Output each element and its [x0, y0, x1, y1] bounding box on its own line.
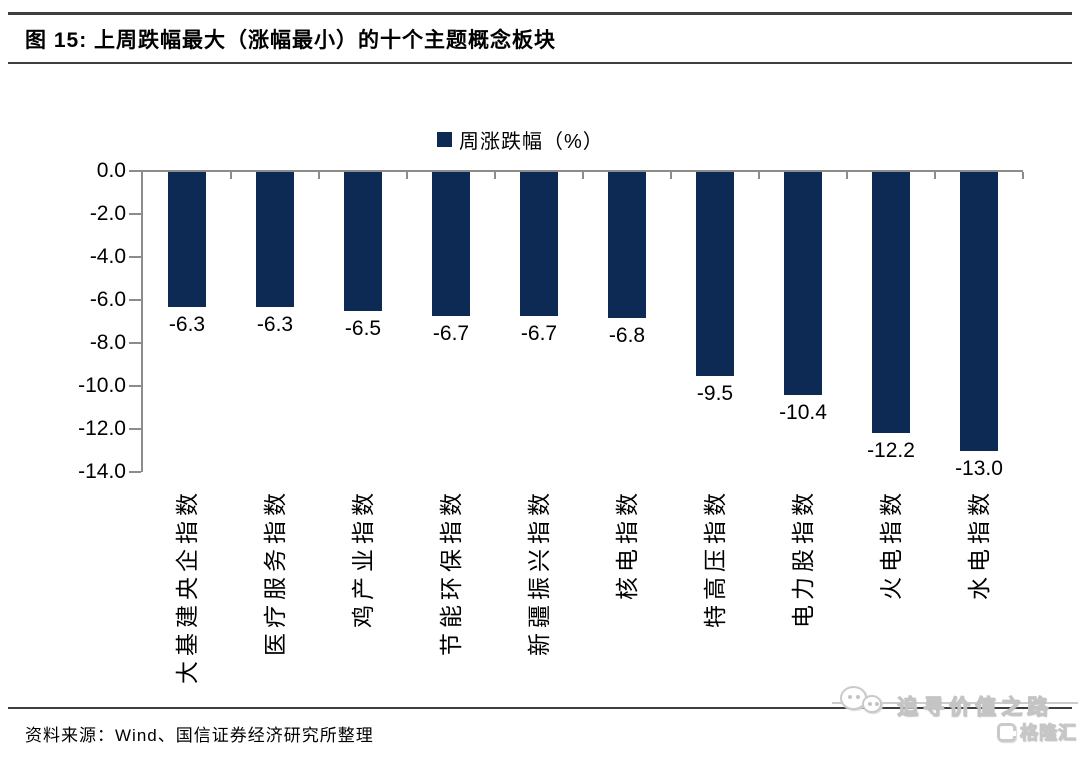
- x-category-label: 特高压指数: [702, 488, 728, 628]
- bar: [432, 172, 470, 316]
- title-divider-rule: [8, 62, 1072, 64]
- y-axis-line: [141, 170, 143, 472]
- x-category-label: 医疗服务指数: [262, 488, 288, 656]
- bar: [344, 172, 382, 311]
- x-axis-tick: [846, 172, 848, 179]
- x-category-label: 水电指数: [966, 488, 992, 600]
- x-axis-tick: [406, 172, 408, 179]
- x-axis-tick: [758, 172, 760, 179]
- y-axis-label: -10.0: [78, 374, 126, 397]
- bar: [696, 172, 734, 376]
- bar-value-label: -10.4: [779, 401, 827, 424]
- bar: [784, 172, 822, 395]
- bar-value-label: -9.5: [696, 382, 734, 405]
- x-axis-tick: [318, 172, 320, 179]
- y-axis-label: -4.0: [89, 245, 126, 268]
- x-category-label: 电力股指数: [790, 488, 816, 628]
- chart-legend: 周涨跌幅（%）: [437, 125, 604, 154]
- y-axis-tick: [129, 256, 141, 258]
- wechat-icon: [838, 684, 894, 724]
- y-axis-label: -6.0: [89, 288, 126, 311]
- watermark-line: [832, 702, 1078, 704]
- y-axis-label: -2.0: [89, 202, 126, 225]
- y-axis-label: -14.0: [78, 460, 126, 483]
- y-axis-label: -12.0: [78, 417, 126, 440]
- brand-label: 格隆汇: [1020, 723, 1077, 744]
- y-axis-tick: [129, 385, 141, 387]
- legend-label: 周涨跌幅（%）: [459, 131, 604, 153]
- source-text: 资料来源：Wind、国信证券经济研究所整理: [25, 726, 374, 745]
- y-axis-tick: [129, 170, 141, 172]
- watermark-slogan: 追寻价值之路: [897, 696, 1053, 720]
- y-axis-tick: [129, 299, 141, 301]
- y-axis-tick: [129, 213, 141, 215]
- brand-logo: 格隆汇: [997, 719, 1077, 745]
- x-category-label: 大基建央企指数: [174, 488, 200, 684]
- y-axis-tick: [129, 428, 141, 430]
- bar-value-label: -6.5: [344, 317, 382, 340]
- y-axis-tick: [129, 342, 141, 344]
- source-divider-rule: [8, 707, 1072, 709]
- x-axis-line: [141, 170, 1023, 172]
- x-axis-tick: [230, 172, 232, 179]
- bar-value-label: -12.2: [867, 439, 915, 462]
- x-category-label: 新疆振兴指数: [526, 488, 552, 656]
- bar-value-label: -6.7: [432, 322, 470, 345]
- bar-value-label: -6.7: [520, 322, 558, 345]
- bar: [960, 172, 998, 451]
- x-axis-tick: [934, 172, 936, 179]
- bar: [520, 172, 558, 316]
- legend-swatch-icon: [437, 132, 452, 147]
- y-axis-tick: [129, 471, 141, 473]
- y-axis-label: -8.0: [89, 331, 126, 354]
- x-axis-tick: [582, 172, 584, 179]
- bar: [872, 172, 910, 433]
- brand-g-icon: [997, 722, 1016, 742]
- x-category-label: 节能环保指数: [438, 488, 464, 656]
- bar-value-label: -13.0: [955, 457, 1003, 480]
- bar: [256, 172, 294, 307]
- bar-value-label: -6.3: [168, 313, 206, 336]
- bar: [168, 172, 206, 307]
- x-category-label: 鸡产业指数: [350, 488, 376, 628]
- bar-value-label: -6.3: [256, 313, 294, 336]
- x-category-label: 火电指数: [878, 488, 904, 600]
- top-border-rule: [8, 12, 1072, 15]
- x-axis-tick: [1022, 172, 1024, 179]
- figure-title: 图 15: 上周跌幅最大（涨幅最小）的十个主题概念板块: [25, 29, 557, 52]
- y-axis-label: 0.0: [96, 159, 126, 182]
- bar-value-label: -6.8: [608, 324, 646, 347]
- x-category-label: 核电指数: [614, 488, 640, 600]
- x-axis-tick: [670, 172, 672, 179]
- bar: [608, 172, 646, 318]
- x-axis-tick: [494, 172, 496, 179]
